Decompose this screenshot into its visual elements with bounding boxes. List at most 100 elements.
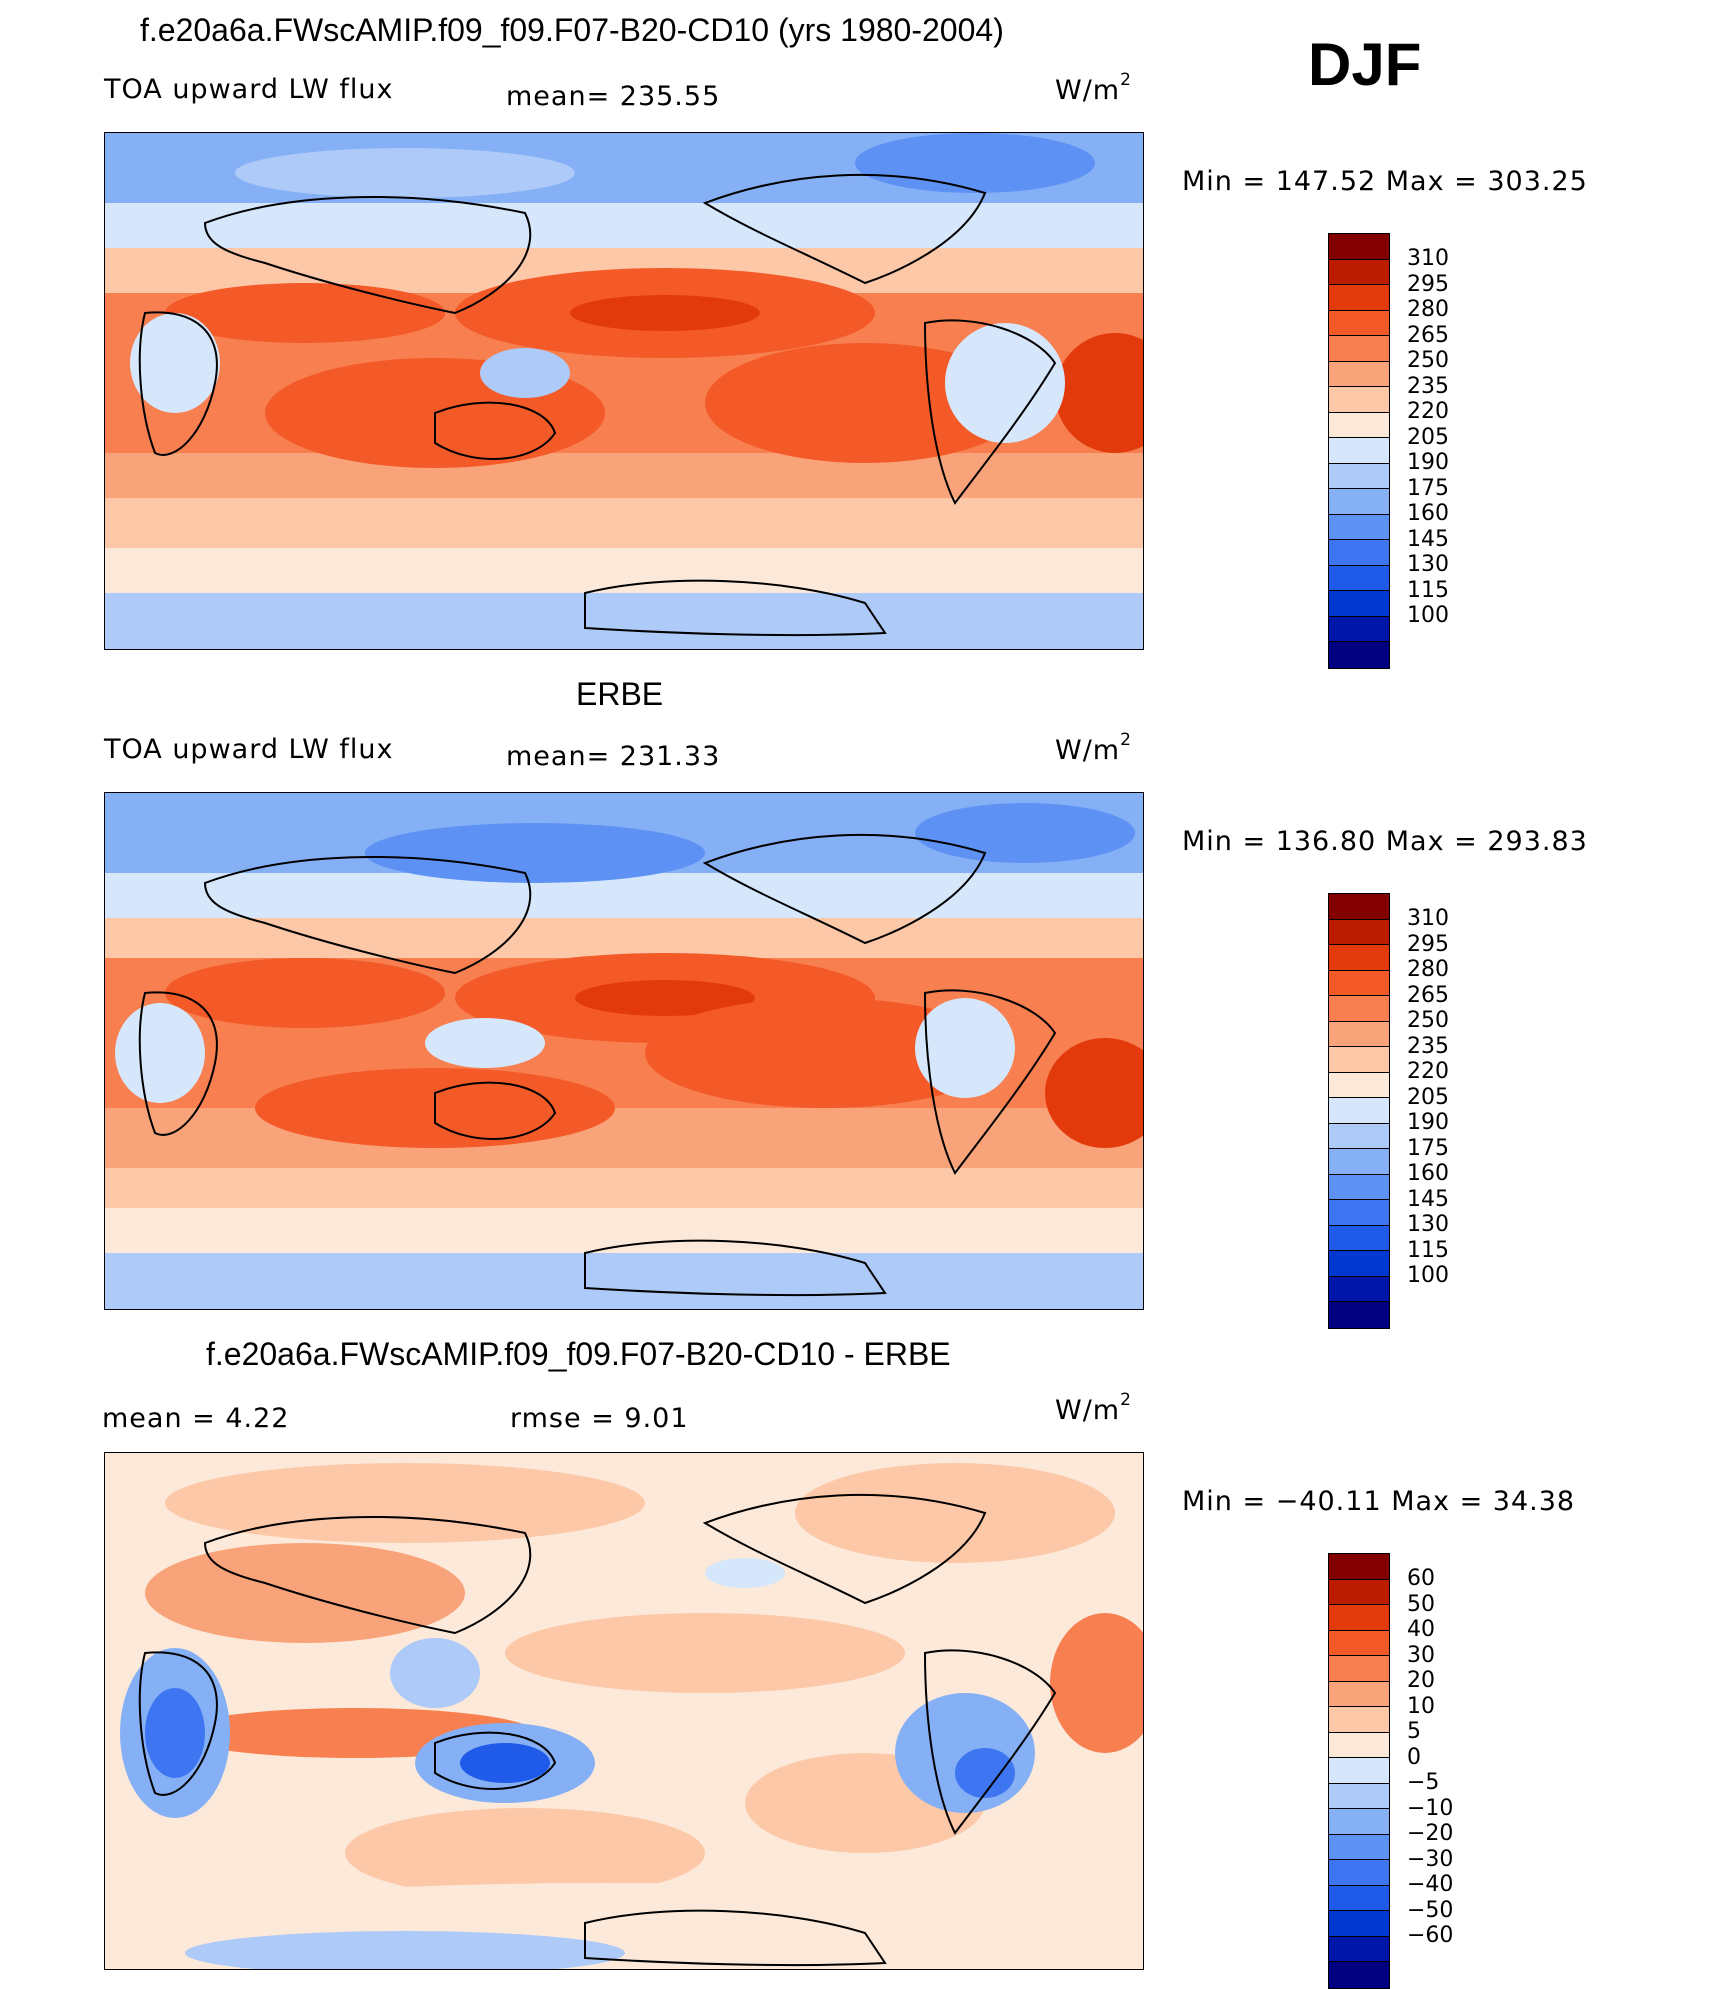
colorbar-cell — [1329, 1123, 1389, 1149]
colorbar-cell — [1329, 1681, 1389, 1707]
panel-2-unit-label: W/m2 — [1055, 730, 1132, 766]
colorbar-tick-label: −60 — [1407, 1923, 1454, 1948]
colorbar-cell — [1329, 1936, 1389, 1962]
colorbar-tick-label: −20 — [1407, 1821, 1454, 1846]
colorbar-cell — [1329, 489, 1389, 515]
colorbar-cell — [1329, 1276, 1389, 1302]
season-label: DJF — [1308, 31, 1422, 98]
colorbar-tick-label: 265 — [1407, 322, 1449, 348]
colorbar-cell — [1329, 970, 1389, 996]
colorbar-tick-label: 100 — [1407, 1263, 1449, 1288]
colorbar-cell — [1329, 1251, 1389, 1277]
colorbar-cell — [1329, 894, 1389, 920]
colorbar-cell — [1329, 234, 1389, 260]
colorbar-tick-label: 265 — [1407, 982, 1449, 1008]
colorbar-cell — [1329, 1149, 1389, 1175]
colorbar-tick-label: 220 — [1407, 1059, 1449, 1084]
colorbar-cell — [1329, 1758, 1389, 1784]
colorbar-cell — [1329, 1707, 1389, 1733]
colorbar-tick-label: 310 — [1407, 906, 1449, 931]
colorbar-cell — [1329, 919, 1389, 945]
colorbar-tick-label: 205 — [1407, 424, 1449, 450]
colorbar-cell — [1329, 1072, 1389, 1098]
colorbar-cell — [1329, 1605, 1389, 1631]
colorbar-cell — [1329, 1962, 1389, 1988]
colorbar-tick-label: 130 — [1407, 552, 1449, 577]
colorbar-tick-label: 115 — [1407, 1237, 1449, 1263]
colorbar-cell — [1329, 514, 1389, 540]
panel-1-map — [104, 132, 1144, 650]
panel-2-title: ERBE — [576, 676, 664, 712]
panel-3-map-graphic — [105, 1453, 1143, 1969]
colorbar-tick-label: 30 — [1407, 1642, 1435, 1668]
colorbar-cell — [1329, 310, 1389, 336]
colorbar-cell — [1329, 1047, 1389, 1073]
panel-3-minmax: Min = −40.11 Max = 34.38 — [1182, 1486, 1576, 1517]
panel-2-map — [104, 792, 1144, 1310]
colorbar-cell — [1329, 412, 1389, 438]
panel-1-unit-label: W/m2 — [1055, 70, 1132, 106]
colorbar-tick-label: 280 — [1407, 957, 1449, 982]
colorbar-tick-label: 250 — [1407, 348, 1449, 373]
colorbar-cell — [1329, 1174, 1389, 1200]
colorbar-cell — [1329, 1579, 1389, 1605]
colorbar-tick-label: 250 — [1407, 1008, 1449, 1033]
colorbar-tick-label: 115 — [1407, 577, 1449, 603]
colorbar-tick-label: 175 — [1407, 475, 1449, 501]
colorbar-cell — [1329, 1630, 1389, 1656]
panel-3-colorbar-ticks: 60 50 40 30 20 10 5 0 −5 −10 −20 −30 −40 −50 −60 — [1407, 1566, 1453, 1949]
colorbar-tick-label: 160 — [1407, 1161, 1449, 1186]
colorbar-tick-label: 295 — [1407, 931, 1449, 957]
colorbar-tick-label: −5 — [1407, 1770, 1440, 1795]
panel-3-rmse-label: rmse = 9.01 — [510, 1403, 689, 1434]
panel-3-title: f.e20a6a.FWscAMIP.f09_f09.F07-B20-CD10 -… — [206, 1336, 951, 1372]
panel-1-colorbar — [1328, 233, 1390, 669]
colorbar-tick-label: 190 — [1407, 1110, 1449, 1135]
colorbar-cell — [1329, 285, 1389, 311]
colorbar-cell — [1329, 565, 1389, 591]
colorbar-tick-label: 310 — [1407, 246, 1449, 271]
colorbar-cell — [1329, 1098, 1389, 1124]
colorbar-cell — [1329, 945, 1389, 971]
colorbar-cell — [1329, 1656, 1389, 1682]
colorbar-tick-label: 220 — [1407, 399, 1449, 424]
colorbar-tick-label: −10 — [1407, 1795, 1454, 1821]
colorbar-cell — [1329, 336, 1389, 362]
colorbar-tick-label: −30 — [1407, 1846, 1454, 1872]
colorbar-tick-label: 160 — [1407, 501, 1449, 526]
panel-1-title: f.e20a6a.FWscAMIP.f09_f09.F07-B20-CD10 (… — [140, 12, 1004, 48]
panel-1-map-graphic — [105, 133, 1143, 649]
colorbar-cell — [1329, 1834, 1389, 1860]
colorbar-cell — [1329, 1554, 1389, 1580]
colorbar-cell — [1329, 1200, 1389, 1226]
colorbar-tick-label: 100 — [1407, 603, 1449, 628]
panel-1-mean-label: mean= 235.55 — [506, 81, 721, 112]
panel-1-variable-label: TOA upward LW flux — [104, 74, 394, 105]
colorbar-cell — [1329, 591, 1389, 617]
colorbar-tick-label: 295 — [1407, 271, 1449, 297]
colorbar-tick-label: 40 — [1407, 1617, 1435, 1642]
panel-2-minmax: Min = 136.80 Max = 293.83 — [1182, 826, 1588, 857]
panel-2-map-graphic — [105, 793, 1143, 1309]
colorbar-tick-label: 60 — [1407, 1566, 1435, 1591]
colorbar-cell — [1329, 996, 1389, 1022]
panel-2-colorbar — [1328, 893, 1390, 1329]
panel-1-minmax: Min = 147.52 Max = 303.25 — [1182, 166, 1588, 197]
colorbar-cell — [1329, 259, 1389, 285]
panel-2-mean-label: mean= 231.33 — [506, 741, 721, 772]
colorbar-cell — [1329, 1809, 1389, 1835]
colorbar-tick-label: 145 — [1407, 1186, 1449, 1212]
colorbar-tick-label: 5 — [1407, 1719, 1421, 1744]
colorbar-tick-label: −40 — [1407, 1872, 1454, 1897]
colorbar-tick-label: 145 — [1407, 526, 1449, 552]
colorbar-tick-label: 20 — [1407, 1668, 1435, 1693]
panel-3-unit-label: W/m2 — [1055, 1390, 1132, 1426]
panel-1-colorbar-ticks: 310 295 280 265 250 235 220 205 190 175 160 145 130 1… — [1407, 246, 1449, 629]
colorbar-cell — [1329, 1911, 1389, 1937]
colorbar-tick-label: 0 — [1407, 1744, 1421, 1770]
colorbar-tick-label: 235 — [1407, 373, 1449, 399]
colorbar-cell — [1329, 1860, 1389, 1886]
colorbar-tick-label: 10 — [1407, 1693, 1435, 1719]
colorbar-cell — [1329, 1225, 1389, 1251]
colorbar-tick-label: 175 — [1407, 1135, 1449, 1161]
